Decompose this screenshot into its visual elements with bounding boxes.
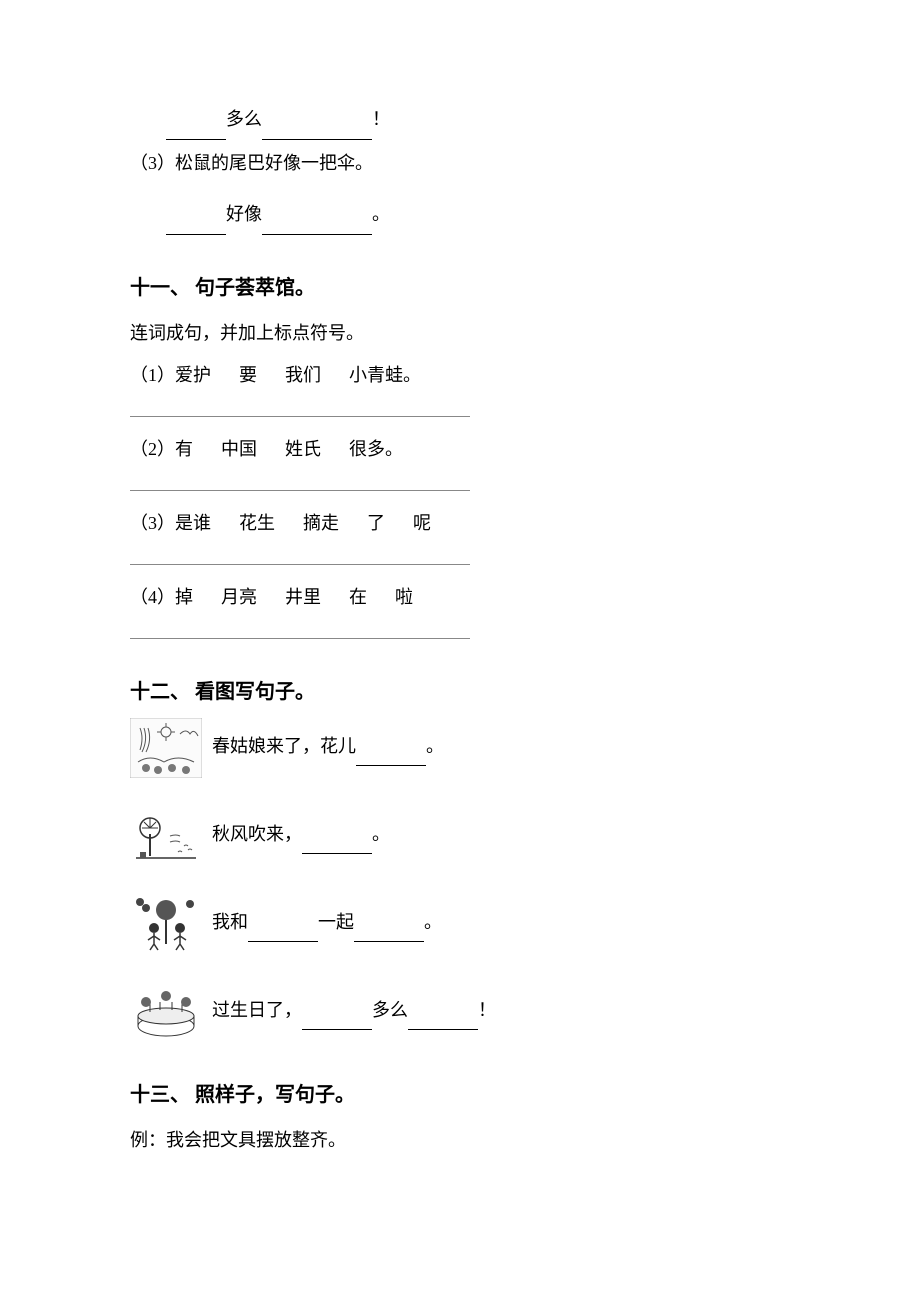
pic-row-play: 我和 一起 。 [130,894,790,954]
blank [356,745,426,767]
section-13-title: 十三、 照样子，写句子。 [130,1078,790,1107]
text: 好像 [226,204,262,224]
word: 呢 [413,513,431,533]
word: 了 [367,513,385,533]
pic-text: 我和 一起 。 [212,903,442,943]
word-row: （2）有 中国 姓氏 很多。 [130,431,790,467]
blank [302,833,372,855]
word: 爱护 [175,365,211,385]
blank [354,921,424,943]
word: 有 [175,439,193,459]
word: 啦 [395,587,413,607]
text: 。 [372,204,390,224]
section-13-example: 例：我会把文具摆放整齐。 [130,1121,790,1161]
blank [166,213,226,235]
play-icon [130,894,202,954]
text: 春姑娘来了，花儿 [212,736,356,756]
blank [408,1009,478,1031]
item-label: （1） [130,365,175,385]
pic-row-birthday: 过生日了， 多么 ！ [130,982,790,1042]
top-line-3: 好像 。 [130,195,790,235]
answer-line [130,399,470,417]
top-line-1: 多么 ！ [130,100,790,140]
section-12-title: 十二、 看图写句子。 [130,675,790,704]
pic-row-autumn: 秋风吹来， 。 [130,806,790,866]
word: 掉 [175,587,193,607]
text: （3）松鼠的尾巴好像一把伞。 [130,153,373,173]
section-11-title: 十一、 句子荟萃馆。 [130,271,790,300]
blank [262,213,372,235]
word: 井里 [285,587,321,607]
text: 。 [424,912,442,932]
word: 要 [239,365,257,385]
text: 多么 [226,109,262,129]
word: 小青蛙。 [349,365,421,385]
birthday-icon [130,982,202,1042]
section-11-instruction: 连词成句，并加上标点符号。 [130,314,790,354]
pic-row-spring: 春姑娘来了，花儿 。 [130,718,790,778]
item-label: （4） [130,587,175,607]
word: 花生 [239,513,275,533]
text: ！ [478,1000,496,1020]
word: 我们 [285,365,321,385]
answer-line [130,473,470,491]
pic-text: 秋风吹来， 。 [212,815,390,855]
word: 在 [349,587,367,607]
word-row: （3）是谁 花生 摘走 了 呢 [130,505,790,541]
answer-line [130,547,470,565]
item-label: （3） [130,513,175,533]
word: 月亮 [221,587,257,607]
text: 我和 [212,912,248,932]
item-label: （2） [130,439,175,459]
word: 摘走 [303,513,339,533]
blank [262,118,372,140]
text: 秋风吹来， [212,824,302,844]
word: 很多。 [349,439,403,459]
text: 多么 [372,1000,408,1020]
spring-icon [130,718,202,778]
text: 。 [426,736,444,756]
blank [302,1009,372,1031]
word-row: （1）爱护 要 我们 小青蛙。 [130,357,790,393]
pic-text: 过生日了， 多么 ！ [212,991,496,1031]
blank [166,118,226,140]
blank [248,921,318,943]
autumn-icon [130,806,202,866]
answer-line [130,621,470,639]
text: 。 [372,824,390,844]
pic-text: 春姑娘来了，花儿 。 [212,727,444,767]
word: 中国 [221,439,257,459]
word: 是谁 [175,513,211,533]
word: 姓氏 [285,439,321,459]
text: 一起 [318,912,354,932]
word-row: （4）掉 月亮 井里 在 啦 [130,579,790,615]
text: ！ [372,109,390,129]
text: 过生日了， [212,1000,302,1020]
top-line-2: （3）松鼠的尾巴好像一把伞。 [130,144,790,184]
